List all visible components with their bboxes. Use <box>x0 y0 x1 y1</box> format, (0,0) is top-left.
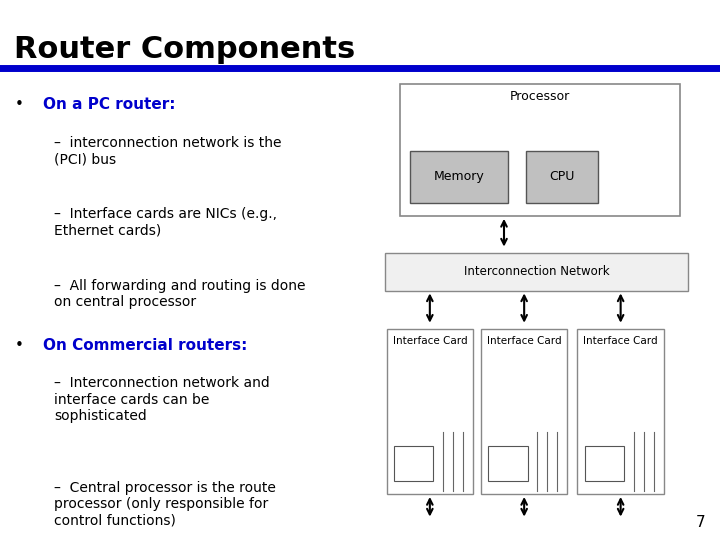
Text: –  Central processor is the route
processor (only responsible for
control functi: – Central processor is the route process… <box>54 481 276 528</box>
Text: Interconnection Network: Interconnection Network <box>464 265 609 278</box>
Text: Interface Card: Interface Card <box>392 336 467 346</box>
Bar <box>481 329 567 494</box>
Bar <box>585 446 624 481</box>
Text: CPU: CPU <box>549 170 575 184</box>
Bar <box>394 446 433 481</box>
Text: Router Components: Router Components <box>14 35 356 64</box>
Text: On a PC router:: On a PC router: <box>43 97 176 112</box>
Text: Interface Card: Interface Card <box>487 336 562 346</box>
Text: Processor: Processor <box>510 90 570 103</box>
Text: Interface Card: Interface Card <box>583 336 658 346</box>
Text: –  interconnection network is the
(PCI) bus: – interconnection network is the (PCI) b… <box>54 136 282 166</box>
Text: –  Interface cards are NICs (e.g.,
Ethernet cards): – Interface cards are NICs (e.g., Ethern… <box>54 207 277 238</box>
Bar <box>385 253 688 291</box>
Bar <box>387 329 473 494</box>
Text: •: • <box>14 338 23 353</box>
Text: –  Interconnection network and
interface cards can be
sophisticated: – Interconnection network and interface … <box>54 376 270 423</box>
Text: On Commercial routers:: On Commercial routers: <box>43 338 248 353</box>
Text: Memory: Memory <box>433 170 485 184</box>
Bar <box>526 151 598 202</box>
Bar <box>577 329 664 494</box>
Text: •: • <box>14 97 23 112</box>
Bar <box>410 151 508 202</box>
Bar <box>488 446 528 481</box>
Text: –  All forwarding and routing is done
on central processor: – All forwarding and routing is done on … <box>54 279 305 309</box>
Text: 7: 7 <box>696 515 706 530</box>
Bar <box>400 84 680 216</box>
